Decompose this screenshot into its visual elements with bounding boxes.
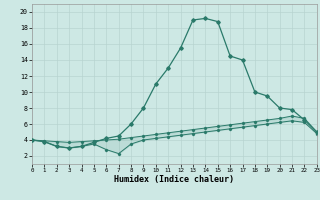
- X-axis label: Humidex (Indice chaleur): Humidex (Indice chaleur): [115, 175, 234, 184]
